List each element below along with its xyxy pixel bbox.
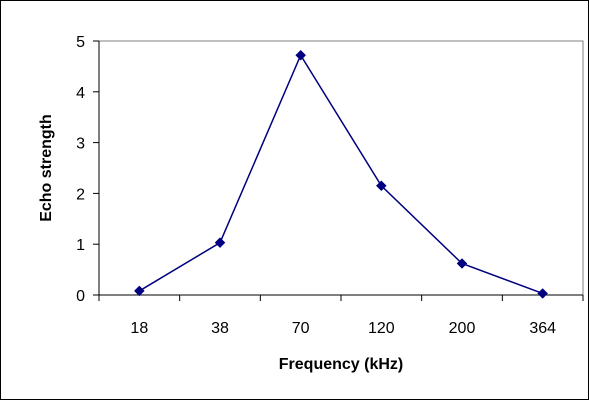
data-point-marker [537, 288, 549, 299]
plot-area [98, 40, 584, 296]
data-point-marker [295, 49, 307, 61]
data-point-marker [214, 237, 226, 249]
data-point-marker [456, 258, 468, 269]
data-point-marker [133, 285, 145, 297]
x-axis-title: Frequency (kHz) [279, 356, 403, 373]
y-tick-label: 0 [76, 288, 85, 305]
x-tick-label: 18 [130, 320, 148, 337]
y-axis-title: Echo strength [38, 114, 55, 222]
y-tick-label: 3 [76, 136, 85, 153]
x-tick-label: 364 [529, 320, 556, 337]
y-tick-label: 4 [76, 85, 85, 102]
x-tick-label: 38 [211, 320, 229, 337]
x-tick-label: 200 [449, 320, 476, 337]
data-point-marker [375, 180, 387, 192]
x-tick-label: 120 [368, 320, 395, 337]
y-tick-label: 5 [76, 34, 85, 51]
y-axis: 0 1 2 3 4 5 [76, 34, 100, 305]
series-line [138, 53, 543, 295]
x-axis: 18 38 70 120 200 364 [98, 294, 584, 337]
series-layer [133, 49, 549, 299]
x-tick-label: 70 [292, 320, 310, 337]
y-tick-label: 1 [76, 237, 85, 254]
y-tick-label: 2 [76, 186, 85, 203]
